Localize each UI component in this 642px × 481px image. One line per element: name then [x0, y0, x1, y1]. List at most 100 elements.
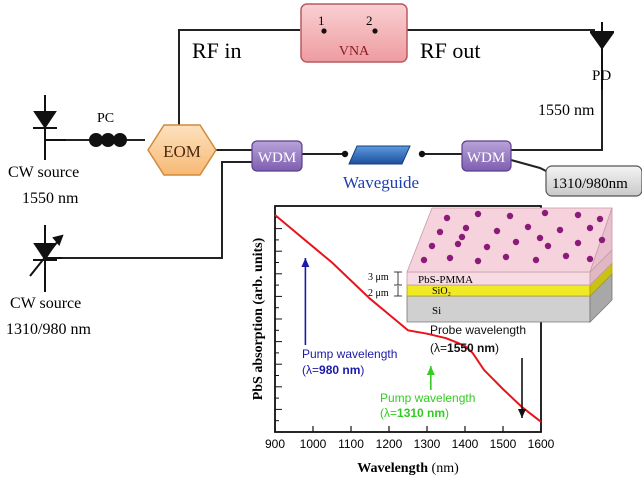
- quantum-dot: [458, 233, 466, 241]
- quantum-dot: [446, 254, 454, 262]
- x-tick-label: 1000: [300, 437, 327, 451]
- pump1310-line2: (λ=1310 nm): [380, 406, 449, 420]
- vna-port1-dot: [321, 28, 327, 34]
- wdm2-label: WDM: [467, 150, 505, 166]
- quantum-dot: [574, 211, 582, 219]
- quantum-dot: [562, 252, 570, 260]
- y-axis-label: PbS absorption (arb. units): [251, 237, 266, 400]
- vna-port2-dot: [372, 28, 378, 34]
- y-axis-ticks: [275, 216, 282, 422]
- x-tick-label: 1300: [414, 437, 441, 451]
- quantum-dot: [586, 224, 594, 232]
- source2-name: CW source: [10, 295, 81, 312]
- polarization-controller-icon: [89, 133, 127, 147]
- wavelength-arrows: [301, 258, 526, 418]
- connection-lines: [62, 29, 603, 259]
- rf-in-cable: [178, 29, 300, 128]
- quantum-dot: [462, 224, 470, 232]
- quantum-dot: [502, 253, 510, 261]
- quantum-dot: [443, 214, 451, 222]
- wdm2-box: [461, 140, 512, 172]
- pd-label: PD: [592, 68, 611, 84]
- pump980-line1: Pump wavelength: [302, 347, 397, 361]
- pmma-layer-label: PbS-PMMA: [418, 274, 473, 286]
- pump1310-line1: Pump wavelength: [380, 391, 475, 405]
- probe-line1: Probe wavelength: [430, 323, 526, 337]
- quantum-dot: [493, 227, 501, 235]
- sio2-layer-label: SiO₂: [432, 286, 451, 297]
- pump980-prefix: (λ=: [302, 363, 319, 377]
- fiber-wdm2-output: [510, 159, 549, 173]
- quantum-dot: [454, 240, 462, 248]
- x-tick-label: 900: [265, 437, 285, 451]
- vna-port1-label: 1: [318, 13, 325, 28]
- probe-suffix: ): [495, 341, 499, 355]
- wdm1-box: [251, 140, 303, 172]
- thickness-brackets: [394, 271, 402, 297]
- photodiode-icon: [590, 22, 614, 90]
- quantum-dot: [436, 228, 444, 236]
- quantum-dot: [506, 212, 514, 220]
- x-axis-label: Wavelength (nm): [357, 461, 459, 476]
- cw-source-1550-icon: [33, 95, 66, 160]
- pump980-arrow-head: [301, 258, 310, 267]
- x-tick-label: 1100: [338, 437, 364, 451]
- quantum-dot: [483, 243, 491, 251]
- quantum-dot: [512, 238, 520, 246]
- quantum-dot: [574, 239, 582, 247]
- vna-port2-label: 2: [366, 13, 373, 28]
- quantum-dot: [598, 236, 606, 244]
- x-tick-label: 1200: [376, 437, 403, 451]
- quantum-dot: [586, 255, 594, 263]
- pd-wavelength-label: 1550 nm: [538, 102, 595, 119]
- vna-box: [300, 3, 408, 63]
- quantum-dot: [544, 242, 552, 250]
- x-axis-tick-labels: 900 1000 1100 1200 1300 1400 1500 1600: [265, 437, 555, 451]
- cw-source-tunable-icon: [29, 225, 64, 292]
- quantum-dot: [596, 215, 604, 223]
- si-layer-label: Si: [432, 305, 441, 317]
- x-tick-label: 1500: [490, 437, 517, 451]
- pump1310-prefix: (λ=: [380, 406, 397, 420]
- x-tick-label: 1400: [452, 437, 479, 451]
- waveguide-label: Waveguide: [343, 173, 419, 192]
- output-wavelength-box: [545, 165, 642, 197]
- pbs-quantum-dots: [420, 209, 606, 265]
- eom-box: [147, 124, 217, 176]
- absorption-series-line: [274, 214, 542, 423]
- pump980-suffix: ): [360, 363, 364, 377]
- fiber-source2-wdm1: [62, 161, 252, 259]
- probe-value: 1550 nm: [447, 341, 495, 355]
- fiber-end-dot-right: [418, 150, 426, 158]
- quantum-dot: [524, 223, 532, 231]
- source2-wavelength: 1310/980 nm: [6, 321, 91, 338]
- output-wavelength-label: 1310/980nm: [552, 176, 628, 192]
- rf-out-label: RF out: [420, 38, 481, 63]
- quantum-dot: [474, 210, 482, 218]
- quantum-dot: [420, 256, 428, 264]
- wdm1-label: WDM: [258, 150, 296, 166]
- rf-in-label: RF in: [192, 38, 242, 63]
- source1-name: CW source: [8, 164, 79, 181]
- source1-wavelength: 1550 nm: [22, 190, 79, 207]
- pump980-value: 980 nm: [319, 363, 360, 377]
- pump980-line2: (λ=980 nm): [302, 363, 364, 377]
- thickness-top-label: 3 μm: [368, 272, 389, 283]
- layer-stack-inset: [406, 207, 613, 323]
- pump1310-suffix: ): [445, 406, 449, 420]
- x-axis-label-unit: (nm): [428, 461, 459, 476]
- pump1310-value: 1310 nm: [397, 406, 445, 420]
- quantum-dot: [556, 226, 564, 234]
- pc-label: PC: [97, 111, 114, 126]
- probe-arrow-head: [518, 409, 526, 418]
- quantum-dot: [536, 234, 544, 242]
- fiber-end-dot-left: [341, 150, 349, 158]
- quantum-dot: [532, 256, 540, 264]
- x-tick-label: 1600: [528, 437, 555, 451]
- quantum-dot: [474, 257, 482, 265]
- probe-prefix: (λ=: [430, 341, 447, 355]
- eom-label: EOM: [163, 142, 201, 161]
- x-axis-ticks: [274, 426, 542, 432]
- quantum-dot: [428, 242, 436, 250]
